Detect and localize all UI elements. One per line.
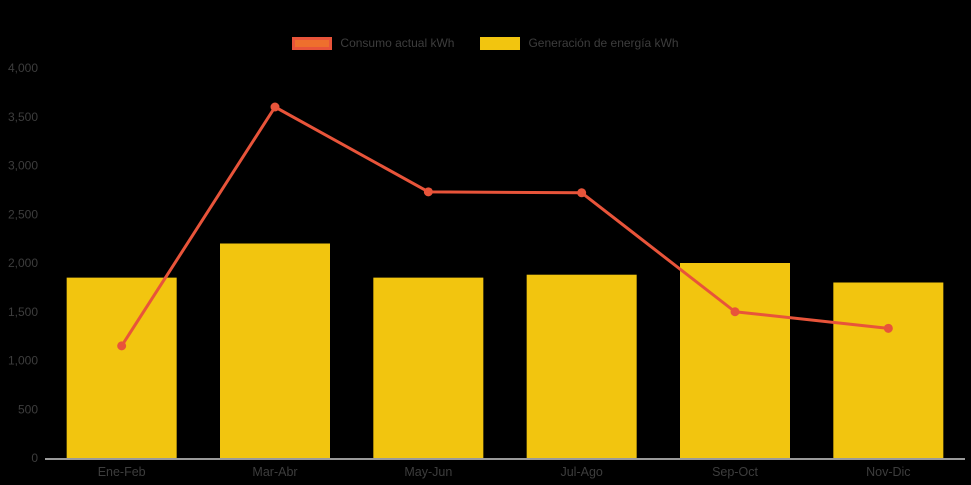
legend-swatch-consumo-icon <box>292 36 333 50</box>
x-axis-category-label: Jul-Ago <box>560 465 602 479</box>
y-axis-tick-label: 2,500 <box>8 207 38 221</box>
bar-Mar-Abr <box>220 243 330 458</box>
legend-item-generacion[interactable]: Generación de energía kWh <box>480 36 679 50</box>
line-point-Ene-Feb <box>117 341 127 351</box>
legend-item-consumo[interactable]: Consumo actual kWh <box>292 36 454 50</box>
y-axis-tick-label: 4,000 <box>8 61 38 75</box>
x-axis-category-label: May-Jun <box>404 465 452 479</box>
x-axis-category-label: Sep-Oct <box>712 465 758 479</box>
bar-Ene-Feb <box>66 277 177 458</box>
y-axis-tick-label: 3,500 <box>8 110 38 124</box>
bar-Sep-Oct <box>680 263 790 458</box>
y-axis-tick-label: 1,500 <box>8 305 38 319</box>
bar-Jul-Ago <box>526 274 637 458</box>
y-axis-tick-label: 500 <box>18 402 38 416</box>
bar-Nov-Dic <box>833 282 944 458</box>
x-axis-category-label: Ene-Feb <box>98 465 146 479</box>
line-point-Nov-Dic <box>883 323 893 333</box>
y-axis-tick-label: 3,000 <box>8 159 38 173</box>
bar-May-Jun <box>373 277 484 458</box>
legend-label-consumo: Consumo actual kWh <box>340 36 455 50</box>
y-axis-tick-label: 1,000 <box>8 354 38 368</box>
line-point-Mar-Abr <box>270 102 280 112</box>
legend-swatch-generacion-icon <box>480 36 521 50</box>
line-point-Jul-Ago <box>577 188 587 198</box>
line-point-May-Jun <box>423 187 433 197</box>
legend-label-generacion: Generación de energía kWh <box>528 36 679 50</box>
y-axis-tick-label: 0 <box>31 451 38 465</box>
y-axis-tick-label: 2,000 <box>8 256 38 270</box>
x-axis-category-label: Nov-Dic <box>866 465 910 479</box>
legend: Consumo actual kWh Generación de energía… <box>0 36 971 50</box>
x-axis-category-label: Mar-Abr <box>252 465 297 479</box>
consumo-line <box>120 105 890 348</box>
line-point-Sep-Oct <box>730 307 740 317</box>
